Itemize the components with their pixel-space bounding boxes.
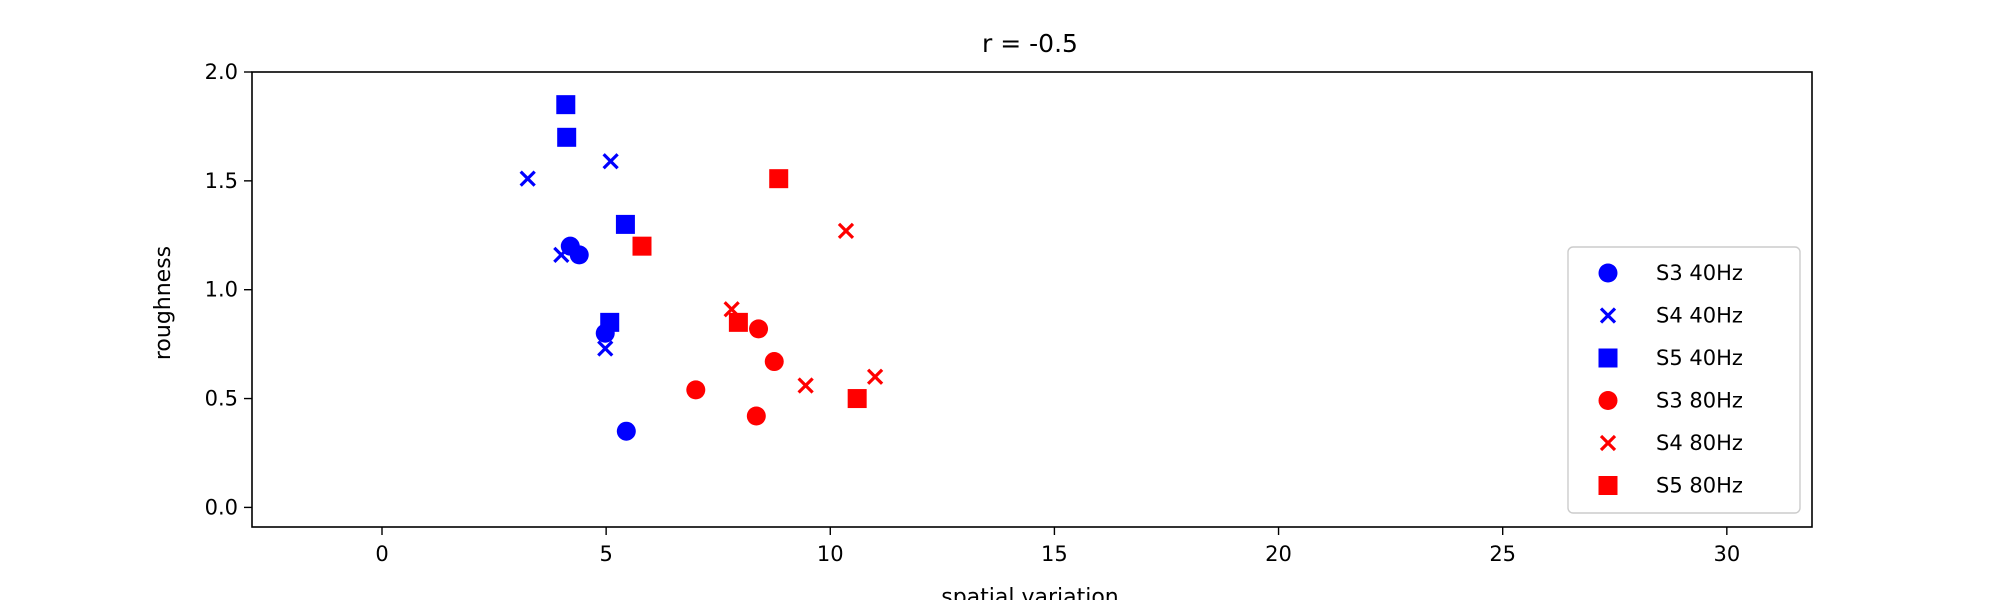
chart-title: r = -0.5 xyxy=(982,29,1078,58)
legend-marker xyxy=(1598,391,1618,410)
series-s5-40hz xyxy=(556,95,635,332)
y-tick-label: 2.0 xyxy=(205,60,238,84)
plot-area: 0 5 10 15 20 25 30 0.0 0.5 1.0 1.5 2.0 xyxy=(205,60,1813,566)
y-tick-label: 0.0 xyxy=(205,495,238,519)
legend-marker xyxy=(1599,434,1617,452)
legend-marker xyxy=(1598,348,1618,368)
data-point xyxy=(519,170,536,187)
series-s4-40hz xyxy=(519,153,619,357)
legend-marker xyxy=(1598,476,1618,495)
x-axis-label: spatial variation xyxy=(941,585,1119,600)
data-point xyxy=(749,319,769,339)
data-point-stroke-b xyxy=(597,340,614,357)
legend-label: S4 40Hz xyxy=(1656,304,1743,328)
data-point xyxy=(746,406,766,426)
data-point xyxy=(837,222,855,240)
data-point-stroke-b xyxy=(519,170,536,187)
data-point xyxy=(569,245,589,265)
data-point xyxy=(600,312,620,332)
data-point xyxy=(597,340,614,357)
x-tick-label: 0 xyxy=(375,542,388,566)
data-point xyxy=(602,153,619,170)
series-s3-80hz xyxy=(686,319,784,426)
legend-label: S5 40Hz xyxy=(1656,346,1743,370)
x-tick-label: 5 xyxy=(599,542,612,566)
x-tick-label: 15 xyxy=(1041,542,1068,566)
data-point xyxy=(686,380,706,400)
data-point-stroke-b xyxy=(866,368,884,385)
legend-label: S3 80Hz xyxy=(1656,389,1743,413)
data-point xyxy=(866,368,884,385)
data-point xyxy=(764,352,784,372)
legend-marker-stroke-b xyxy=(1599,434,1617,452)
y-tick-label: 1.0 xyxy=(205,278,238,302)
data-point xyxy=(797,377,814,394)
y-tick-label: 1.5 xyxy=(205,169,238,193)
legend-marker xyxy=(1598,263,1618,283)
data-point-stroke-b xyxy=(602,153,619,170)
legend-label: S5 80Hz xyxy=(1656,474,1743,498)
data-point xyxy=(728,312,748,332)
y-axis-label: roughness xyxy=(151,246,176,360)
data-point xyxy=(847,389,867,409)
x-tick-label: 25 xyxy=(1489,542,1516,566)
data-point-stroke-b xyxy=(553,246,570,264)
data-point-stroke-b xyxy=(797,377,814,394)
legend: S3 40Hz S4 40Hz S5 40Hz S3 80Hz S4 80Hz S5 80… xyxy=(1567,246,1801,514)
data-point xyxy=(556,95,576,115)
legend-marker-stroke-b xyxy=(1599,307,1617,324)
series-s5-80hz xyxy=(632,169,867,409)
x-tick-label: 30 xyxy=(1713,542,1740,566)
series-s4-80hz xyxy=(723,222,884,394)
data-point-stroke-b xyxy=(837,222,855,240)
x-tick-label: 20 xyxy=(1265,542,1292,566)
legend-label: S3 40Hz xyxy=(1656,261,1743,285)
data-point xyxy=(632,236,652,256)
data-point xyxy=(616,421,636,441)
x-tick-label: 10 xyxy=(817,542,844,566)
data-point xyxy=(615,214,635,234)
data-point xyxy=(557,127,577,147)
plot-frame xyxy=(251,71,1813,528)
data-point-stroke-b xyxy=(723,301,740,318)
legend-marker xyxy=(1599,307,1617,324)
legend-box xyxy=(1567,246,1801,514)
legend-label: S4 80Hz xyxy=(1656,431,1743,455)
data-point xyxy=(769,169,789,189)
series-s3-40hz xyxy=(560,236,636,441)
y-tick-label: 0.5 xyxy=(205,387,238,411)
data-point xyxy=(553,246,570,264)
